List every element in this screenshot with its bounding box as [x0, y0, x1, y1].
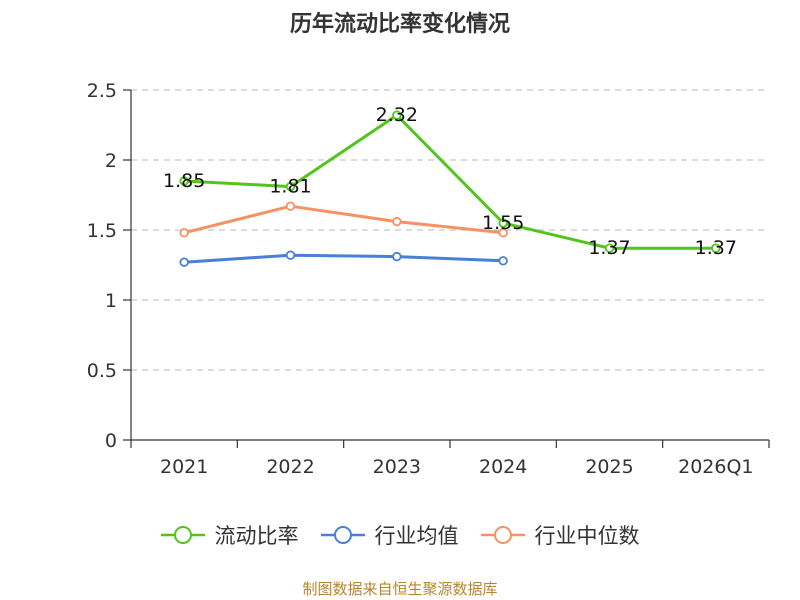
series-line [183, 204, 504, 235]
legend-swatch-marker [333, 526, 352, 544]
data-label: 1.81 [269, 176, 311, 198]
data-point [498, 218, 508, 228]
data-point [604, 243, 615, 253]
data-point [392, 110, 402, 120]
data-point [392, 251, 402, 262]
data-point [179, 176, 189, 186]
data-point [179, 228, 189, 238]
x-tick-label: 2021 [160, 456, 208, 478]
series-line [184, 113, 716, 250]
data-label: 1.37 [588, 237, 630, 259]
data-point [711, 243, 721, 253]
x-tick-label: 2026Q1 [678, 456, 753, 478]
x-tick-label: 2022 [266, 456, 314, 478]
legend-swatch-marker [493, 526, 512, 544]
source-note: 制图数据来自恒生聚源数据库 [302, 580, 498, 598]
y-tick-label: 1.5 [87, 220, 117, 242]
legend-item[interactable]: 行业均值 [320, 520, 459, 550]
data-point [498, 256, 508, 266]
x-tick-label: 2023 [373, 456, 421, 478]
legend-label: 流动比率 [214, 524, 299, 548]
grid-layer [131, 89, 769, 371]
series-line [184, 253, 504, 264]
y-tick-label: 0 [105, 430, 117, 452]
label-layer: 1.85 1.81 2.32 1.55 1.37 1.37 [163, 104, 737, 259]
legend-swatch [480, 526, 525, 544]
data-label: 1.85 [163, 170, 205, 192]
legend-swatch [160, 526, 205, 544]
legend-label: 行业均值 [374, 524, 459, 548]
data-point [285, 250, 296, 260]
series-layer [179, 110, 721, 267]
data-point [285, 181, 296, 192]
legend-label: 行业中位数 [534, 524, 640, 548]
axis-layer: 0 0.5 1 1.5 2 2.5 2021 2022 2023 2024 2025 2026Q1 [87, 80, 770, 478]
legend: 流动比率 行业均值 行业中位数 [0, 520, 800, 550]
legend-item[interactable]: 行业中位数 [480, 520, 640, 550]
legend-swatch [320, 526, 365, 544]
data-point [392, 216, 402, 227]
chart-title: 历年流动比率变化情况 [289, 12, 510, 37]
data-point [179, 257, 189, 267]
data-label: 2.32 [376, 104, 418, 126]
x-tick-label: 2024 [479, 456, 527, 478]
data-point [285, 201, 296, 211]
legend-item[interactable]: 流动比率 [160, 520, 299, 550]
data-label: 1.37 [695, 237, 737, 259]
data-point [498, 228, 508, 238]
x-tick-label: 2025 [585, 456, 633, 478]
y-tick-label: 1 [105, 290, 117, 312]
legend-swatch-marker [173, 526, 192, 544]
y-tick-label: 2.5 [87, 80, 117, 102]
data-label: 1.55 [482, 212, 524, 234]
y-tick-label: 0.5 [87, 360, 117, 382]
y-tick-label: 2 [105, 150, 117, 172]
